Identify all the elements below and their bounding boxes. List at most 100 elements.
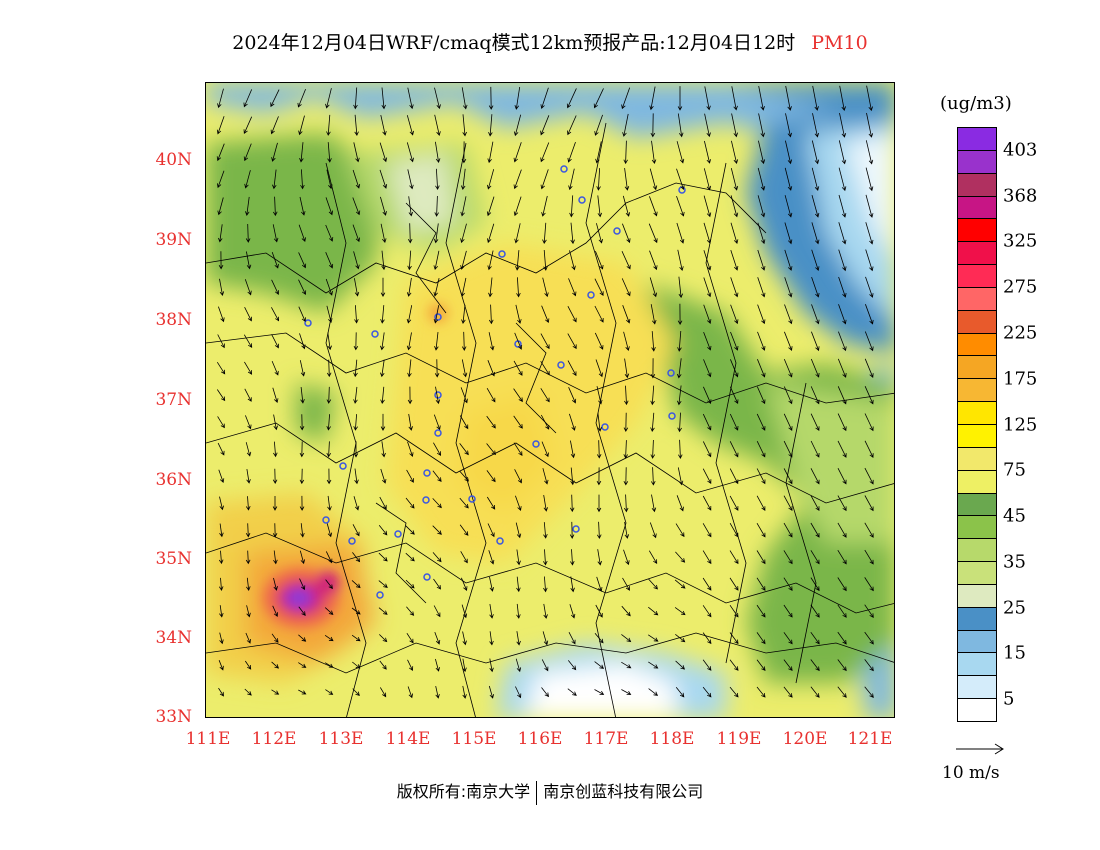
wind-arrow <box>730 331 739 351</box>
wind-arrow <box>326 414 331 431</box>
lat-label-37n: 37N <box>155 390 192 410</box>
wind-arrow <box>379 169 388 189</box>
wind-arrow <box>244 688 252 696</box>
wind-arrow <box>757 167 766 191</box>
wind-arrow <box>354 114 359 137</box>
legend-label: 275 <box>1003 276 1038 298</box>
wind-arrow <box>757 195 766 218</box>
wind-arrow <box>543 249 548 271</box>
wind-arrow <box>353 386 358 404</box>
wind-arrow <box>381 87 386 110</box>
wind-arrow <box>380 468 387 484</box>
wind-arrow <box>864 495 874 512</box>
wind-arrow <box>621 278 631 297</box>
wind-arrow <box>541 195 548 217</box>
wind-arrow <box>594 332 604 350</box>
copyright-left: 版权所有:南京大学 <box>396 782 531 801</box>
wind-arrow <box>756 468 766 485</box>
wind-arrow <box>380 359 385 378</box>
wind-arrow <box>218 251 224 270</box>
wind-arrow <box>702 577 712 591</box>
footer-divider <box>536 780 538 805</box>
wind-arrow <box>676 358 682 379</box>
wind-arrow <box>596 223 603 244</box>
wind-arrow <box>271 142 278 162</box>
wind-arrow <box>272 523 278 538</box>
wind-arrow <box>783 358 793 378</box>
wind-arrow <box>298 224 306 242</box>
wind-arrow <box>838 167 847 192</box>
pm10-map <box>205 82 895 718</box>
wind-arrow <box>810 358 820 378</box>
wind-arrow <box>702 550 712 565</box>
wind-arrow <box>542 277 549 298</box>
wind-arrow <box>811 249 820 271</box>
wind-arrow <box>489 658 494 673</box>
wind-arrow <box>433 250 440 271</box>
wind-arrow <box>245 496 251 511</box>
wind-arrow <box>245 442 252 457</box>
wind-arrow <box>593 88 604 109</box>
wind-arrow <box>435 141 441 164</box>
wind-arrow <box>299 142 304 163</box>
legend-swatch <box>958 447 996 471</box>
wind-arrow <box>406 606 415 616</box>
wind-arrow <box>486 196 495 217</box>
legend-label: 403 <box>1003 139 1038 161</box>
wind-arrow <box>810 659 820 672</box>
wind-arrow <box>731 86 738 111</box>
wind-arrow <box>353 87 358 110</box>
wind-arrow <box>729 577 739 591</box>
wind-arrow <box>487 141 494 164</box>
lon-label-111e: 111E <box>185 729 231 749</box>
wind-arrow <box>594 633 604 644</box>
wind-arrow <box>244 388 252 402</box>
wind-arrow <box>461 87 468 110</box>
wind-arrow <box>838 331 847 352</box>
wind-arrow <box>811 331 820 352</box>
wind-arrow <box>838 249 847 272</box>
wind-arrow <box>219 496 224 511</box>
wind-arrow <box>650 467 656 486</box>
wind-arrow <box>435 168 440 191</box>
wind-arrow <box>621 661 632 669</box>
wind-arrow <box>568 632 576 645</box>
wind-arrow <box>785 85 792 111</box>
wind-arrow <box>298 606 306 616</box>
wind-arrow <box>271 360 279 376</box>
wind-arrow <box>647 634 659 642</box>
wind-arrow <box>621 689 632 695</box>
wind-arrow <box>757 277 766 298</box>
wind-arrow <box>837 631 847 645</box>
wind-arrow <box>570 222 575 245</box>
wind-arrow <box>353 332 359 351</box>
wind-arrow <box>297 88 306 108</box>
wind-arrow <box>298 662 307 668</box>
wind-arrow <box>325 551 333 564</box>
wind-arrow <box>354 468 359 485</box>
wind-arrow <box>623 467 629 486</box>
wind-arrow <box>218 660 224 671</box>
wind-arrow <box>379 634 388 643</box>
wind-arrow <box>596 467 602 486</box>
wind-arrow <box>783 577 793 592</box>
wind-arrow <box>325 224 334 242</box>
wind-arrow <box>489 604 494 619</box>
wind-arrow <box>379 496 387 510</box>
legend-swatch <box>958 584 996 608</box>
wind-arrow <box>865 276 874 298</box>
wind-arrow <box>459 524 469 536</box>
wind-arrow <box>837 386 847 405</box>
wind-arrow <box>756 522 766 538</box>
wind-arrow <box>272 224 279 243</box>
wind-arrow <box>702 495 712 511</box>
chart-title: 2024年12月04日WRF/cmaq模式12km预报产品:12月04日12时 … <box>0 28 1100 55</box>
wind-arrow <box>757 249 766 271</box>
wind-arrow <box>407 686 413 699</box>
wind-arrow <box>567 360 577 377</box>
wind-arrow <box>864 522 874 538</box>
wind-arrow <box>488 114 493 137</box>
wind-arrow <box>354 278 360 297</box>
wind-arrow <box>218 550 224 565</box>
wind-arrow <box>513 388 523 403</box>
